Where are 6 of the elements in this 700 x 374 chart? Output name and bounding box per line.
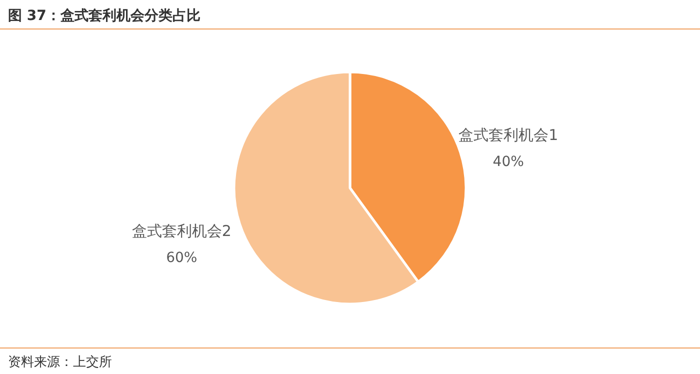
- data-label: 40%: [492, 154, 524, 170]
- chart-title: 图 37：盒式套利机会分类占比: [8, 8, 200, 24]
- slice-label: 盒式套利机会1: [458, 126, 558, 144]
- text: 资料来源：上交所: [8, 354, 112, 370]
- slice-label: 盒式套利机会2: [132, 222, 232, 240]
- data-label: 60%: [166, 250, 198, 266]
